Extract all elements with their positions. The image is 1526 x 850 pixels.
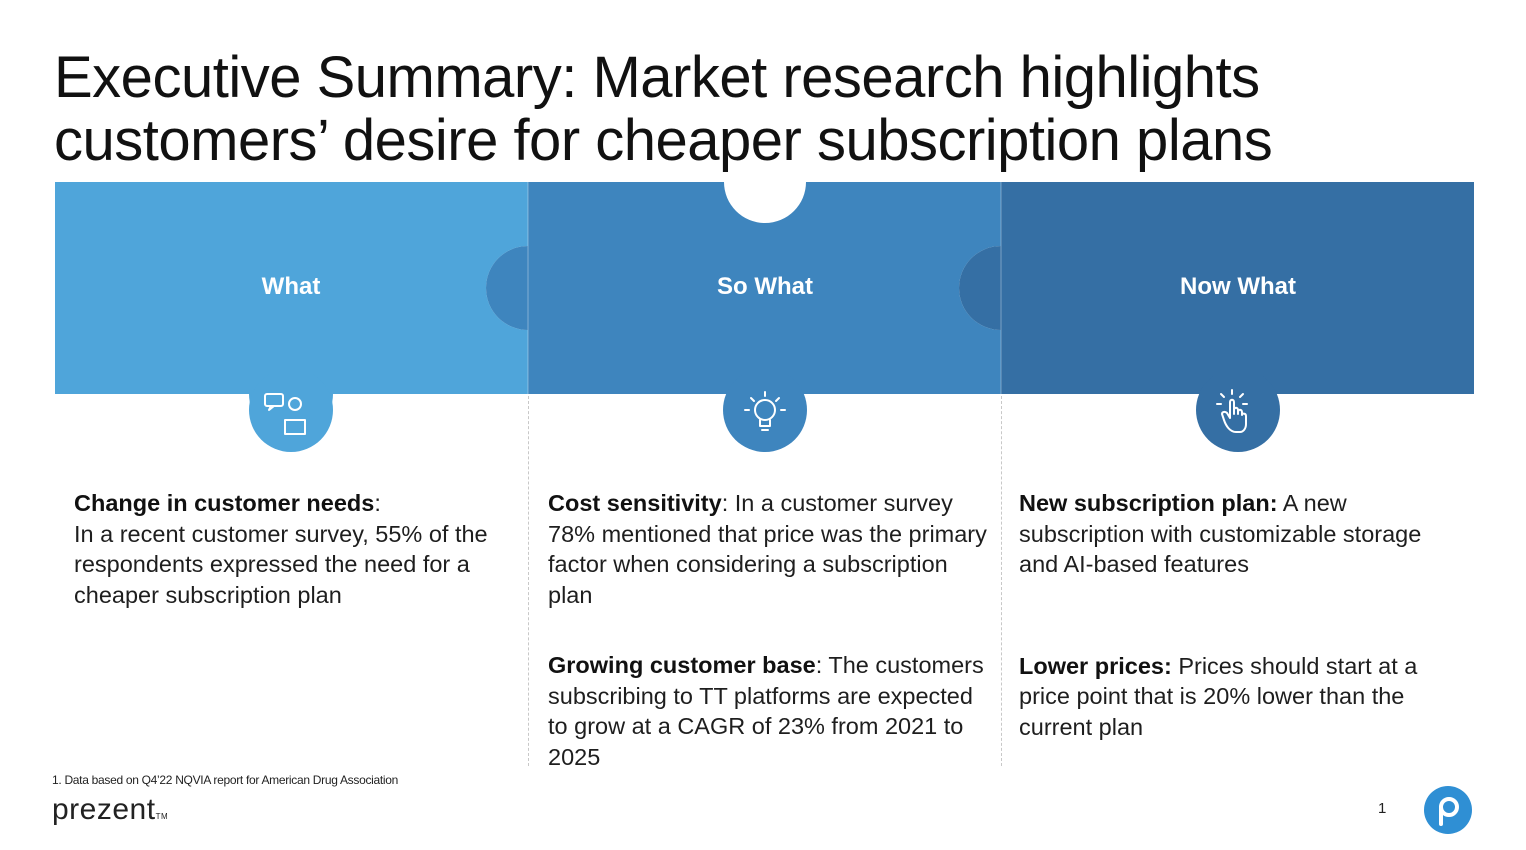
title-line-2: customers’ desire for cheaper subscripti… — [54, 108, 1273, 173]
list-item: Change in customer needs: In a recent cu… — [74, 488, 514, 610]
column-divider-1 — [528, 396, 529, 766]
title-line-1: Executive Summary: Market research highl… — [54, 45, 1260, 110]
item-text: A new subscription with customizable sto… — [1019, 490, 1422, 577]
item-heading: Cost sensitivity — [548, 490, 722, 516]
item-text: In a customer survey 78% mentioned that … — [548, 490, 987, 608]
lightbulb-icon — [723, 368, 807, 452]
puzzle-piece-what — [55, 182, 528, 394]
pointer-hand-icon — [1196, 368, 1280, 452]
item-heading: Change in customer needs — [74, 490, 375, 516]
list-item: Lower prices: Prices should start at a p… — [1019, 651, 1459, 743]
item-separator: : — [374, 490, 381, 516]
column-divider-2 — [1001, 396, 1002, 766]
logo-tm: TM — [155, 812, 169, 821]
column-now-what: New subscription plan: A new subscriptio… — [1019, 488, 1459, 782]
item-heading: New subscription plan: — [1019, 490, 1278, 516]
puzzle-piece-now-what — [959, 182, 1474, 394]
header-what: What — [261, 273, 321, 300]
item-text: In a recent customer survey, 55% of the … — [74, 520, 488, 608]
page-title: Executive Summary: Market research highl… — [54, 46, 1474, 172]
footnote: 1. Data based on Q4’22 NQVIA report for … — [52, 773, 399, 787]
header-now-what: Now What — [1180, 273, 1296, 300]
list-item: Cost sensitivity: In a customer survey 7… — [548, 488, 988, 610]
chat-person-icon — [249, 368, 333, 452]
header-so-what: So What — [717, 273, 813, 300]
prezent-badge-icon — [1424, 786, 1472, 834]
item-separator: : — [815, 652, 823, 678]
item-heading: Lower prices: — [1019, 652, 1172, 679]
prezent-logo: prezentTM — [52, 792, 168, 835]
page-number: 1 — [1378, 800, 1387, 817]
item-text: Prices should start at a price point tha… — [1019, 652, 1418, 740]
puzzle-piece-so-what — [486, 182, 1001, 394]
logo-text: prezent — [52, 793, 156, 826]
item-separator: : — [721, 490, 729, 516]
column-so-what: Cost sensitivity: In a customer survey 7… — [548, 488, 988, 812]
puzzle-band — [55, 182, 1474, 394]
list-item: Growing customer base: The customers sub… — [548, 650, 988, 772]
column-what: Change in customer needs: In a recent cu… — [74, 488, 514, 650]
item-heading: Growing customer base — [548, 652, 816, 678]
item-text: The customers subscribing to TT platform… — [548, 652, 984, 770]
list-item: New subscription plan: A new subscriptio… — [1019, 488, 1459, 580]
